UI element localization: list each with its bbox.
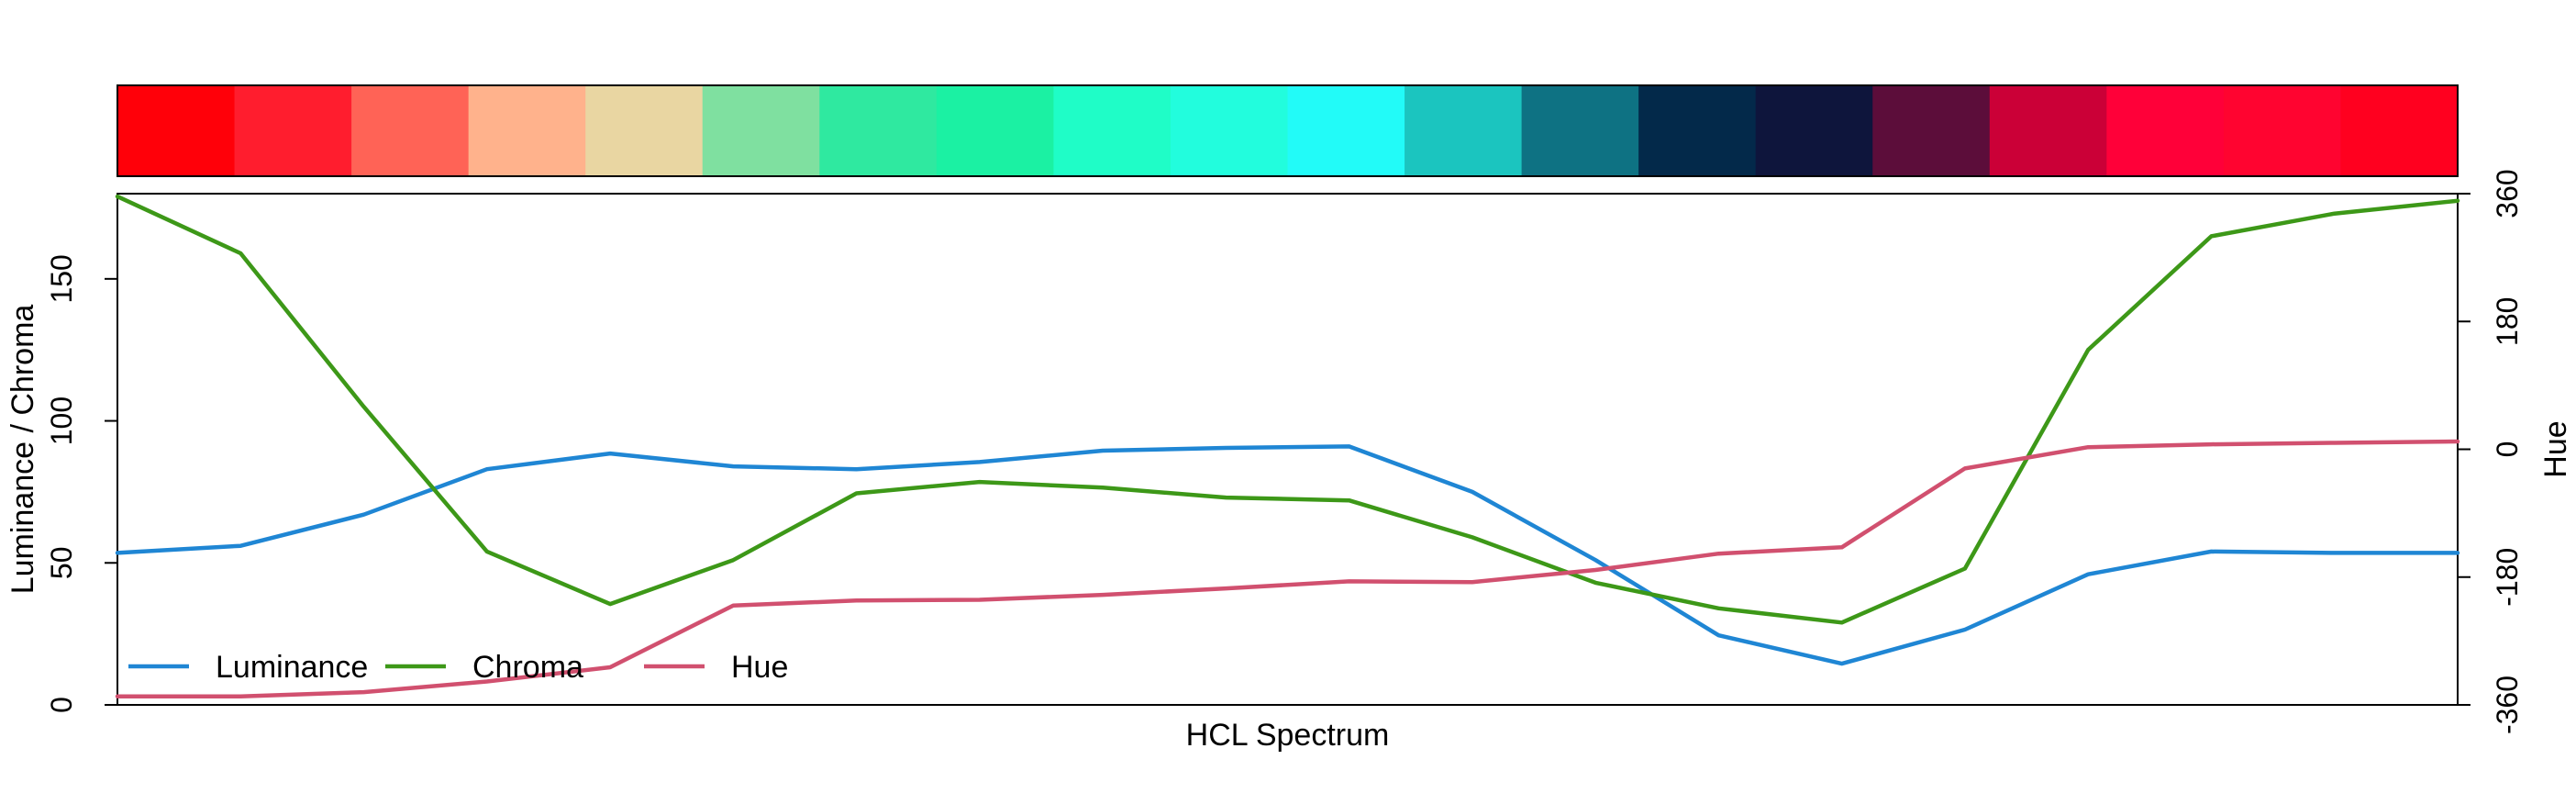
- series-line-luminance: [115, 444, 2460, 666]
- right-y-axis: -360 -180 0 180 360: [2458, 169, 2524, 734]
- palette-swatch: [1989, 85, 2107, 176]
- left-y-axis: 0 50 100 150: [45, 254, 118, 713]
- palette-swatch: [2223, 85, 2342, 176]
- left-tick-label: 0: [45, 697, 78, 713]
- palette-swatch: [468, 85, 586, 176]
- palette-swatch: [234, 85, 352, 176]
- right-tick-label: 360: [2491, 169, 2524, 218]
- x-axis-title: HCL Spectrum: [1186, 718, 1390, 753]
- palette-swatch: [1287, 85, 1405, 176]
- palette-swatch: [1053, 85, 1171, 176]
- series-line-hue: [115, 439, 2460, 698]
- series-line-chroma: [115, 194, 2460, 625]
- left-tick-label: 100: [45, 396, 78, 445]
- palette-frame: [117, 84, 2459, 177]
- legend: Luminance Chroma Hue: [128, 650, 788, 685]
- palette-swatch: [1638, 85, 1757, 176]
- right-tick-label: -180: [2491, 548, 2524, 607]
- palette-swatch: [2106, 85, 2225, 176]
- palette-swatch: [1872, 85, 1991, 176]
- palette-swatch: [117, 85, 236, 176]
- palette-swatch: [585, 85, 704, 176]
- palette-swatch: [1170, 85, 1289, 176]
- left-y-axis-title: Luminance / Chroma: [6, 305, 40, 595]
- left-tick-label: 150: [45, 254, 78, 303]
- palette-swatch: [2340, 85, 2459, 176]
- palette-swatch: [1405, 85, 1523, 176]
- palette-swatch: [819, 85, 938, 176]
- legend-label-hue: Hue: [731, 650, 788, 685]
- left-tick-label: 50: [45, 546, 78, 579]
- plot-frame: [117, 193, 2459, 706]
- palette-swatch: [1521, 85, 1639, 176]
- series-lines: [115, 194, 2460, 698]
- legend-label-luminance: Luminance: [216, 650, 368, 685]
- right-y-axis-title: Hue: [2538, 420, 2573, 477]
- right-tick-label: -360: [2491, 676, 2524, 734]
- right-tick-label: 180: [2491, 297, 2524, 346]
- palette-swatch: [936, 85, 1054, 176]
- legend-label-chroma: Chroma: [472, 650, 583, 685]
- palette-swatch: [702, 85, 820, 176]
- palette-swatch: [351, 85, 470, 176]
- palette-strip: [117, 85, 2459, 176]
- palette-swatch: [1755, 85, 1873, 176]
- right-tick-label: 0: [2491, 441, 2524, 458]
